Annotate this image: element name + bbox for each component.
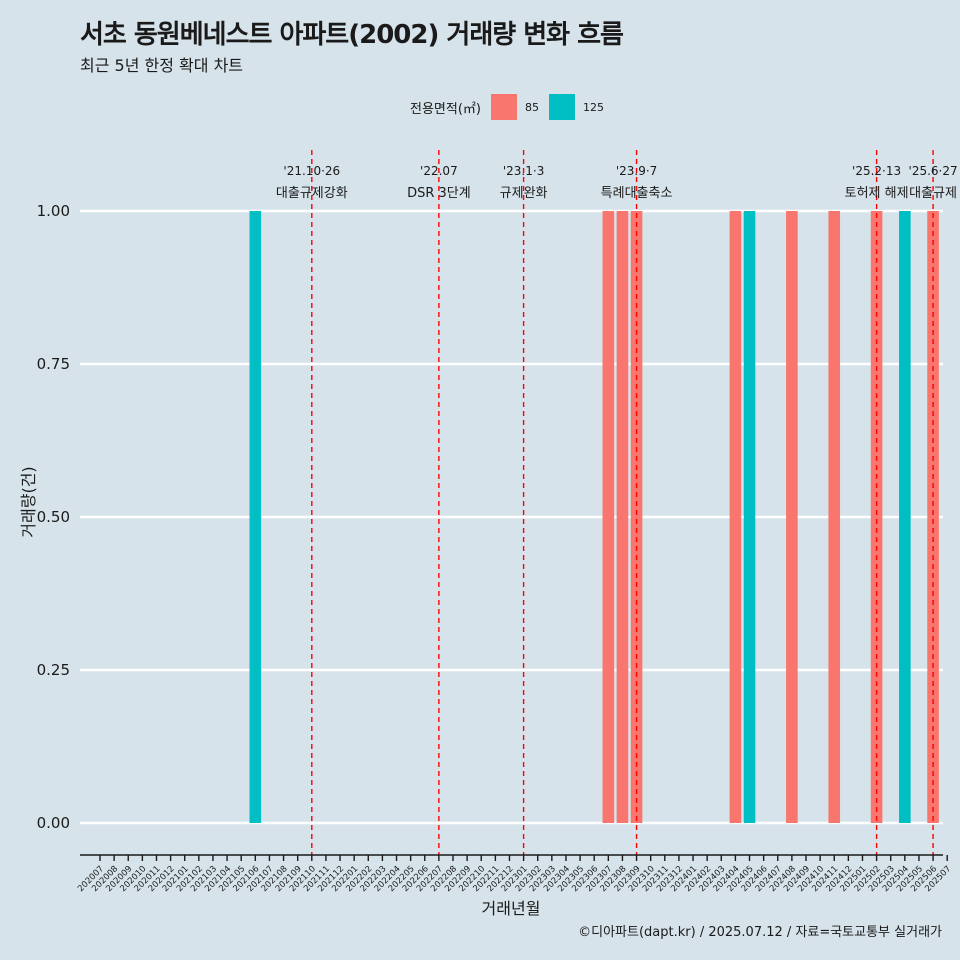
bar — [249, 211, 262, 823]
legend: 전용면적(㎡) 85 125 — [410, 93, 614, 121]
y-axis: 0.00 0.25 0.50 0.75 1.00 — [37, 202, 70, 832]
bar — [786, 211, 798, 823]
event-text-label: 규제완화 — [500, 186, 548, 201]
bar — [630, 211, 643, 823]
event-date-label: '23.9·7 — [616, 164, 657, 178]
legend-label-85: 85 — [524, 100, 539, 114]
bar — [927, 211, 939, 823]
bar — [743, 211, 756, 823]
chart-subtitle: 최근 5년 한정 확대 차트 — [80, 56, 244, 75]
x-axis: 2020072020082020092020102020112020122021… — [76, 854, 953, 894]
y-tick-label: 0.25 — [37, 661, 70, 679]
legend-swatch-85 — [490, 94, 517, 120]
event-date-label: '25.6·27 — [909, 164, 958, 178]
legend-swatch-125 — [548, 94, 575, 120]
y-tick-label: 0.00 — [37, 814, 70, 832]
chart-title: 서초 동원베네스트 아파트(2002) 거래량 변화 흐름 — [80, 20, 624, 50]
y-axis-label: 거래량(건) — [19, 466, 38, 537]
event-text-label: 대출규제 — [909, 186, 957, 201]
bar — [729, 211, 742, 823]
source-caption: ©디아파트(dapt.kr) / 2025.07.12 / 자료=국토교통부 실… — [578, 925, 942, 940]
event-date-label: '23.1·3 — [503, 164, 544, 178]
event-text-label: 토허제 해제 — [845, 186, 909, 201]
bar — [602, 211, 615, 823]
event-text-label: 특례대출축소 — [601, 186, 673, 201]
event-text-label: DSR 3단계 — [407, 186, 471, 201]
gridlines — [80, 209, 943, 825]
legend-title: 전용면적(㎡) — [410, 101, 481, 117]
x-axis-label: 거래년월 — [482, 899, 541, 918]
bar — [616, 211, 629, 823]
event-lines: '21.10·26 대출규제강화 '22.07 DSR 3단계 '23.1·3 규제완화 '… — [276, 150, 958, 855]
y-tick-label: 1.00 — [37, 202, 70, 220]
y-tick-label: 0.50 — [37, 508, 70, 526]
bar — [870, 211, 883, 823]
bar — [828, 211, 841, 823]
event-text-label: 대출규제강화 — [276, 186, 348, 201]
bar — [899, 211, 911, 823]
bars — [249, 211, 939, 823]
event-date-label: '21.10·26 — [283, 164, 340, 178]
event-date-label: '22.07 — [420, 164, 458, 178]
y-tick-label: 0.75 — [37, 355, 70, 373]
event-date-label: '25.2·13 — [852, 164, 901, 178]
legend-label-125: 125 — [582, 100, 604, 114]
